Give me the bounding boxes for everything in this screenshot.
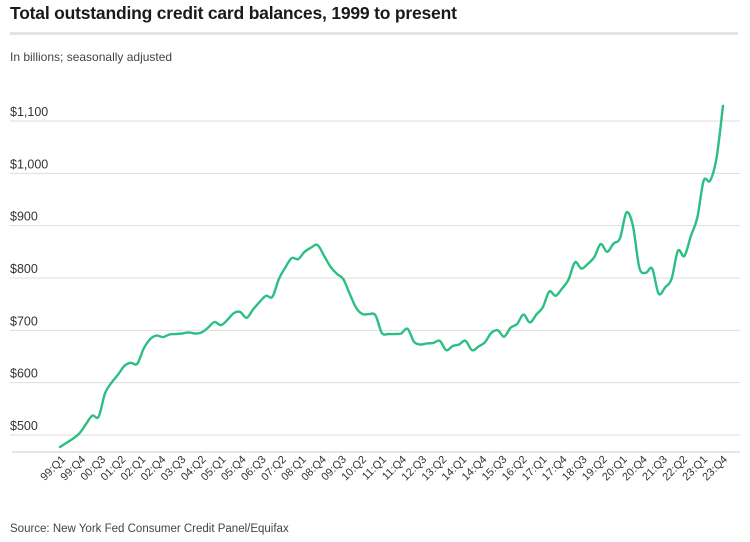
y-tick-label: $1,000 [10,157,48,171]
y-tick-label: $700 [10,314,38,328]
series-line [58,104,725,449]
y-tick-label: $1,100 [10,105,48,119]
y-tick-label: $800 [10,262,38,276]
y-tick-label: $500 [10,419,38,433]
chart-title: Total outstanding credit card balances, … [10,3,457,23]
chart-subtitle: In billions; seasonally adjusted [10,50,173,64]
y-tick-label: $900 [10,210,38,224]
title-divider [10,32,738,35]
y-tick-label: $600 [10,367,38,381]
source-note: Source: New York Fed Consumer Credit Pan… [10,523,289,535]
